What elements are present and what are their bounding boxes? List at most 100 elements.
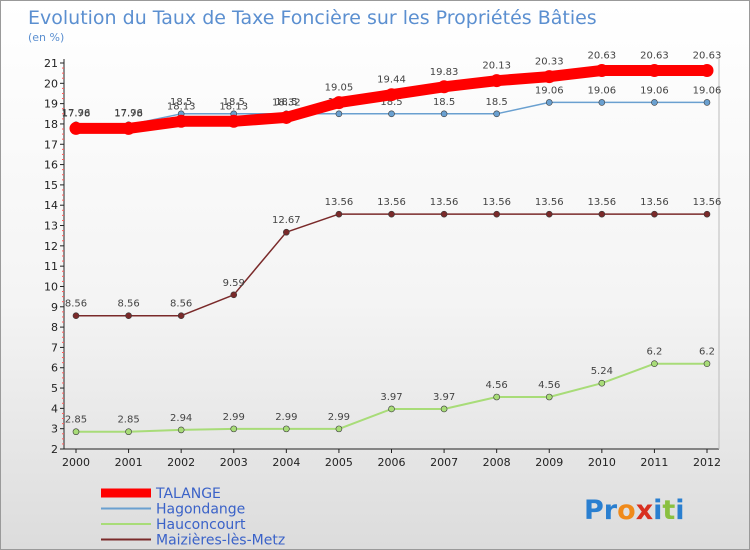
data-point [437, 80, 451, 94]
data-point [440, 405, 448, 413]
x-tick-label: 2005 [325, 456, 353, 469]
y-tick-label: 13 [44, 220, 58, 233]
data-point [335, 110, 343, 118]
data-label: 2.99 [328, 412, 350, 423]
data-label: 17.96 [62, 108, 91, 119]
data-point [332, 96, 346, 110]
data-label: 9.59 [223, 278, 245, 289]
data-point [490, 74, 504, 88]
data-point [651, 360, 658, 367]
data-label: 18.5 [486, 97, 508, 108]
y-tick-label: 2 [51, 443, 58, 456]
data-label: 5.24 [591, 366, 613, 377]
y-tick-label: 9 [51, 301, 58, 314]
data-point [388, 210, 395, 218]
logo-text: Proxiti [584, 495, 685, 526]
data-label: 20.13 [482, 61, 511, 72]
data-label: 18.5 [275, 97, 297, 108]
data-label: 12.67 [272, 215, 301, 226]
series-maizi-res-l-s-metz: 8.56 8.56 8.56 9.59 12.67 13.56 13.56 13.56 13.5… [65, 197, 721, 320]
y-tick-label: 3 [51, 423, 58, 436]
x-tick-label: 2001 [115, 456, 143, 469]
x-tick-label: 2010 [588, 456, 616, 469]
y-tick-label: 18 [44, 118, 58, 131]
data-label: 17.78 [114, 108, 143, 119]
proxiti-logo: Proxiti [584, 495, 685, 526]
y-tick-label: 15 [44, 179, 58, 192]
x-tick-label: 2011 [640, 456, 668, 469]
data-point [230, 425, 238, 433]
data-label: 4.56 [538, 380, 560, 391]
x-tick-label: 2009 [535, 456, 563, 469]
x-tick-label: 2003 [220, 456, 248, 469]
data-point [651, 210, 658, 218]
data-point [72, 312, 80, 320]
x-tick-label: 2006 [378, 456, 406, 469]
data-point [703, 99, 711, 106]
chart-subtitle: (en %) [28, 31, 64, 44]
data-label: 20.33 [535, 57, 564, 68]
data-point [542, 70, 556, 84]
data-point [388, 405, 395, 413]
series-talange: 17.78 17.78 18.13 18.13 18.32 19.05 19.44 19.83… [62, 51, 722, 135]
data-point [72, 428, 80, 436]
data-label: 13.56 [430, 197, 459, 208]
data-label: 6.2 [699, 347, 715, 358]
y-tick-label: 21 [44, 57, 58, 70]
data-label: 8.56 [170, 299, 192, 310]
data-point [335, 210, 343, 218]
data-label: 13.56 [535, 197, 564, 208]
data-label: 3.97 [433, 392, 455, 403]
y-tick-label: 14 [44, 199, 58, 212]
data-point [545, 393, 553, 401]
data-point [227, 114, 241, 128]
data-point [279, 110, 293, 124]
data-point [230, 291, 238, 299]
data-point [174, 114, 188, 128]
chart-title: Evolution du Taux de Taxe Foncière sur l… [28, 7, 597, 29]
data-label: 13.56 [640, 197, 669, 208]
y-tick-label: 20 [44, 77, 58, 90]
x-tick-label: 2008 [483, 456, 511, 469]
data-label: 18.13 [167, 101, 196, 112]
y-tick-label: 4 [51, 402, 58, 415]
data-label: 19.06 [693, 85, 722, 96]
data-label: 20.63 [588, 51, 617, 62]
data-point [700, 64, 714, 78]
data-point [703, 210, 711, 218]
data-point [493, 210, 500, 218]
legend: TALANGEHagondangeHauconcourtMaizières-lè… [101, 486, 285, 549]
data-point [388, 110, 395, 118]
data-label: 19.44 [377, 75, 406, 86]
data-label: 2.94 [170, 413, 192, 424]
x-tick-label: 2012 [693, 456, 721, 469]
data-point [177, 312, 185, 320]
data-label: 6.2 [646, 347, 662, 358]
data-point [440, 110, 448, 118]
data-point [598, 379, 606, 387]
data-point [598, 210, 606, 218]
series-hauconcourt: 2.85 2.85 2.94 2.99 2.99 2.99 3.97 3.97 4.56 4.56… [65, 347, 715, 436]
data-point [122, 121, 136, 135]
legend-entry: Maizières-lès-Metz [156, 533, 285, 549]
data-point [440, 210, 448, 218]
data-label: 20.63 [693, 51, 722, 62]
data-label: 2.85 [65, 415, 87, 426]
axes: 2 3 4 5 6 7 8 9 10 11 12 13 14 15 16 17 18 19 20 21 2000 2001… [44, 57, 721, 469]
data-label: 20.63 [640, 51, 669, 62]
data-label: 19.05 [325, 83, 354, 94]
data-point [125, 312, 132, 320]
data-point [651, 99, 658, 106]
data-label: 18.5 [223, 97, 245, 108]
data-label: 19.83 [430, 67, 459, 78]
data-label: 3.97 [380, 392, 402, 403]
y-tick-label: 16 [44, 159, 58, 172]
data-point [647, 64, 661, 78]
y-tick-label: 17 [44, 138, 58, 151]
legend-entry: Hauconcourt [156, 517, 246, 533]
data-point [545, 210, 553, 218]
data-point [283, 425, 290, 433]
x-tick-label: 2007 [430, 456, 458, 469]
